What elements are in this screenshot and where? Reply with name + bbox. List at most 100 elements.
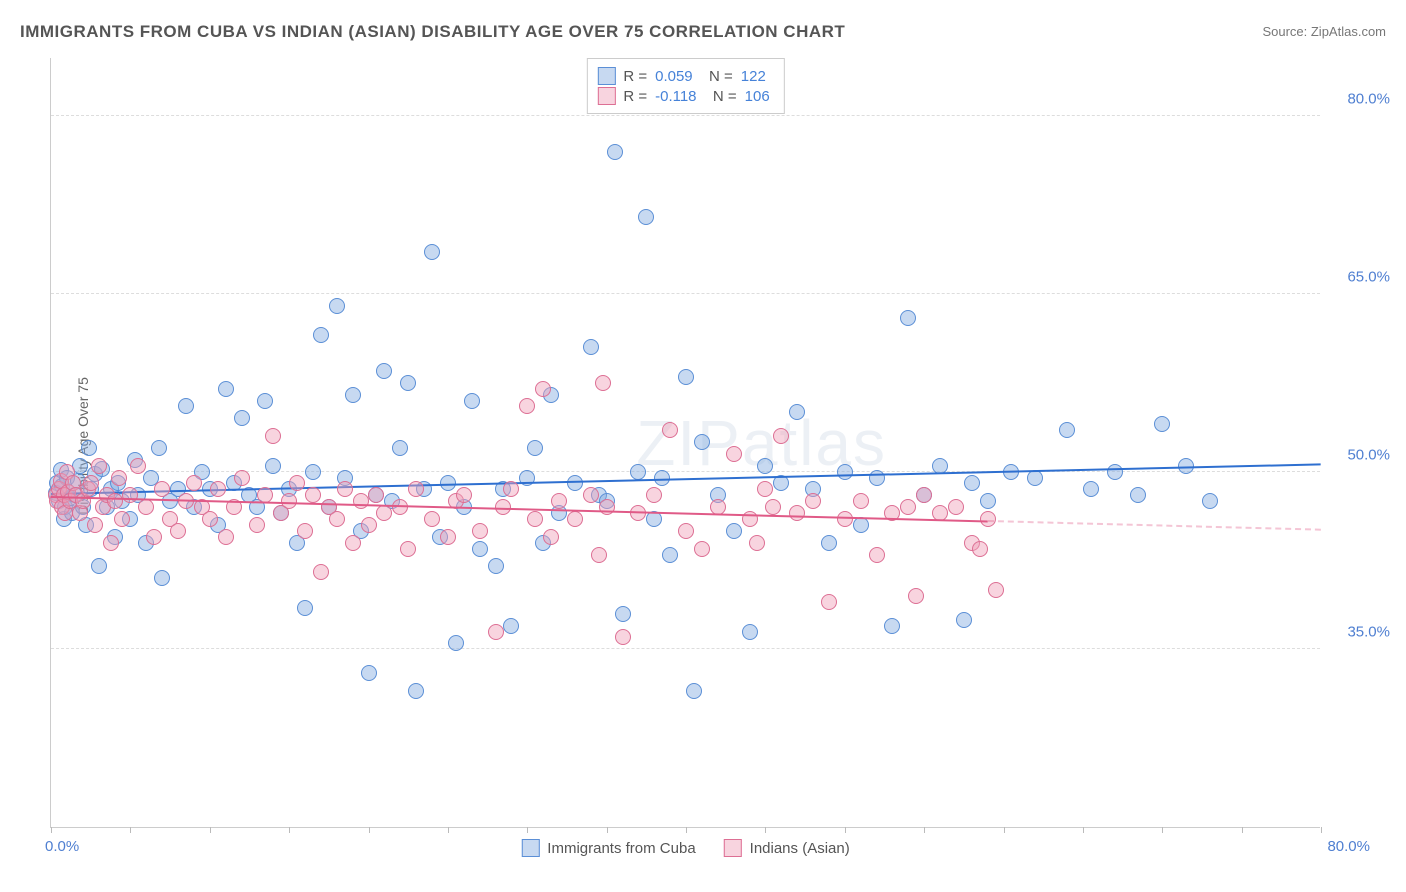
legend-item-cuba: Immigrants from Cuba xyxy=(521,839,695,857)
scatter-point-cuba xyxy=(178,398,194,414)
scatter-point-indian xyxy=(329,511,345,527)
scatter-point-cuba xyxy=(1059,422,1075,438)
x-tick-mark xyxy=(210,827,211,833)
scatter-point-cuba xyxy=(821,535,837,551)
scatter-point-indian xyxy=(749,535,765,551)
legend-swatch-icon xyxy=(597,87,615,105)
correlation-legend: R = 0.059 N = 122R = -0.118 N = 106 xyxy=(586,58,784,114)
scatter-point-cuba xyxy=(488,558,504,574)
scatter-point-indian xyxy=(551,493,567,509)
scatter-point-cuba xyxy=(789,404,805,420)
x-tick-mark xyxy=(1083,827,1084,833)
scatter-point-indian xyxy=(297,523,313,539)
scatter-point-indian xyxy=(376,505,392,521)
scatter-point-cuba xyxy=(678,369,694,385)
scatter-point-indian xyxy=(456,487,472,503)
scatter-point-indian xyxy=(234,470,250,486)
scatter-point-indian xyxy=(337,481,353,497)
scatter-point-indian xyxy=(519,398,535,414)
scatter-point-indian xyxy=(615,629,631,645)
scatter-point-indian xyxy=(543,529,559,545)
scatter-point-cuba xyxy=(607,144,623,160)
scatter-point-indian xyxy=(122,487,138,503)
scatter-point-indian xyxy=(408,481,424,497)
scatter-point-cuba xyxy=(757,458,773,474)
scatter-point-cuba xyxy=(305,464,321,480)
x-tick-mark xyxy=(1321,827,1322,833)
scatter-point-indian xyxy=(114,511,130,527)
scatter-point-cuba xyxy=(257,393,273,409)
scatter-point-cuba xyxy=(694,434,710,450)
scatter-point-indian xyxy=(202,511,218,527)
x-tick-mark xyxy=(686,827,687,833)
x-tick-mark xyxy=(448,827,449,833)
scatter-point-indian xyxy=(678,523,694,539)
scatter-point-indian xyxy=(948,499,964,515)
scatter-point-indian xyxy=(821,594,837,610)
gridline xyxy=(51,648,1320,649)
scatter-point-cuba xyxy=(472,541,488,557)
scatter-point-cuba xyxy=(503,618,519,634)
scatter-point-cuba xyxy=(151,440,167,456)
scatter-point-indian xyxy=(488,624,504,640)
scatter-point-cuba xyxy=(884,618,900,634)
y-tick-label: 35.0% xyxy=(1330,624,1390,641)
scatter-point-cuba xyxy=(567,475,583,491)
x-tick-mark xyxy=(1004,827,1005,833)
scatter-point-cuba xyxy=(1107,464,1123,480)
legend-n-value: 122 xyxy=(741,68,766,85)
source-label: Source: ZipAtlas.com xyxy=(1262,24,1386,39)
scatter-point-cuba xyxy=(1130,487,1146,503)
scatter-point-indian xyxy=(210,481,226,497)
scatter-point-cuba xyxy=(400,375,416,391)
legend-n-value: 106 xyxy=(745,88,770,105)
scatter-point-cuba xyxy=(265,458,281,474)
scatter-point-cuba xyxy=(638,209,654,225)
x-tick-mark xyxy=(1162,827,1163,833)
scatter-point-cuba xyxy=(329,298,345,314)
scatter-point-cuba xyxy=(218,381,234,397)
scatter-point-indian xyxy=(599,499,615,515)
scatter-point-indian xyxy=(130,458,146,474)
scatter-point-cuba xyxy=(448,635,464,651)
legend-series-label: Immigrants from Cuba xyxy=(547,840,695,857)
x-tick-mark xyxy=(924,827,925,833)
scatter-point-indian xyxy=(567,511,583,527)
scatter-point-indian xyxy=(916,487,932,503)
legend-stat-row-cuba: R = 0.059 N = 122 xyxy=(597,67,769,85)
scatter-point-indian xyxy=(583,487,599,503)
gridline xyxy=(51,115,1320,116)
scatter-point-indian xyxy=(765,499,781,515)
series-legend: Immigrants from CubaIndians (Asian) xyxy=(521,839,849,857)
scatter-point-cuba xyxy=(726,523,742,539)
scatter-point-cuba xyxy=(297,600,313,616)
scatter-point-cuba xyxy=(1202,493,1218,509)
scatter-point-indian xyxy=(87,517,103,533)
x-max-label: 80.0% xyxy=(1327,838,1370,855)
scatter-point-indian xyxy=(91,458,107,474)
scatter-point-cuba xyxy=(361,665,377,681)
gridline xyxy=(51,293,1320,294)
scatter-point-cuba xyxy=(408,683,424,699)
scatter-point-cuba xyxy=(980,493,996,509)
scatter-point-indian xyxy=(361,517,377,533)
scatter-point-indian xyxy=(646,487,662,503)
x-min-label: 0.0% xyxy=(45,838,79,855)
scatter-point-cuba xyxy=(869,470,885,486)
legend-swatch-icon xyxy=(597,67,615,85)
scatter-point-indian xyxy=(853,493,869,509)
scatter-point-indian xyxy=(595,375,611,391)
chart-title: IMMIGRANTS FROM CUBA VS INDIAN (ASIAN) D… xyxy=(20,22,845,42)
x-tick-mark xyxy=(607,827,608,833)
legend-r-label: R = xyxy=(623,88,647,105)
scatter-point-indian xyxy=(289,475,305,491)
scatter-point-indian xyxy=(265,428,281,444)
scatter-point-indian xyxy=(186,475,202,491)
scatter-point-indian xyxy=(988,582,1004,598)
scatter-point-indian xyxy=(773,428,789,444)
scatter-point-cuba xyxy=(686,683,702,699)
scatter-point-cuba xyxy=(527,440,543,456)
scatter-point-indian xyxy=(472,523,488,539)
scatter-point-indian xyxy=(400,541,416,557)
scatter-point-indian xyxy=(146,529,162,545)
